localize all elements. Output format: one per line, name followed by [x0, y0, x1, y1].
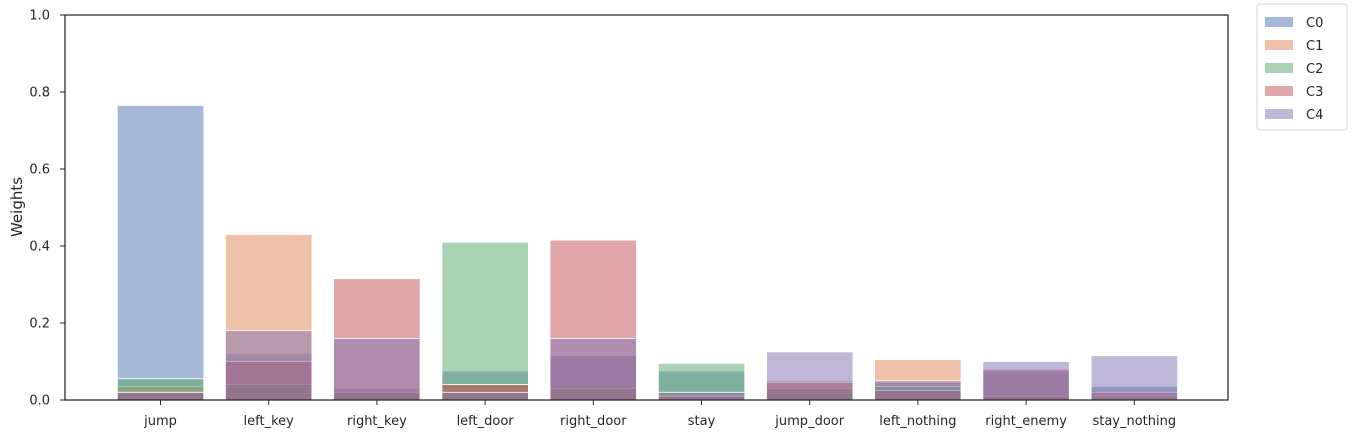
bar-c4-left-key: [224, 330, 313, 401]
x-tick-label: left_door: [457, 414, 515, 429]
legend-label-c3: C3: [1306, 85, 1323, 100]
bar-c2-left-door: [441, 241, 529, 401]
bar-c4-stay-nothing: [1090, 355, 1178, 401]
bar-c4-right-key: [333, 337, 421, 401]
bar-c4-right-enemy: [982, 361, 1070, 401]
y-tick-label: 0.8: [29, 86, 50, 101]
x-axis: jump left_key right_key left_door right_door…: [143, 400, 1176, 429]
legend-swatch-c2: [1265, 63, 1293, 73]
bar-c4-jump: [116, 391, 205, 401]
x-tick-label: jump: [143, 414, 177, 429]
bar-c4-stay: [657, 391, 746, 401]
bar-c4-left-nothing: [874, 380, 962, 401]
legend-label-c0: C0: [1306, 16, 1323, 31]
plot-frame: [64, 14, 1229, 401]
legend-label-c4: C4: [1306, 108, 1323, 123]
legend-swatch-c4: [1265, 109, 1293, 119]
bar-c4-right-door: [549, 337, 637, 401]
x-tick-label: stay_nothing: [1092, 414, 1176, 429]
x-tick-label: left_nothing: [879, 414, 956, 429]
legend-swatch-c1: [1265, 40, 1293, 50]
x-tick-label: right_door: [560, 414, 627, 429]
y-tick-label: 0.0: [29, 394, 50, 409]
x-tick-label: stay: [688, 414, 716, 429]
x-tick-label: left_key: [244, 414, 295, 429]
y-tick-label: 0.2: [29, 317, 50, 332]
legend-label-c1: C1: [1306, 39, 1323, 54]
y-axis-title: Weights: [8, 177, 26, 237]
legend-swatch-c0: [1265, 17, 1293, 27]
bar-c4-left-door: [441, 391, 529, 401]
x-tick-label: jump_door: [774, 414, 844, 429]
x-tick-label: right_key: [347, 414, 407, 429]
legend: C0 C1 C2 C3 C4: [1256, 3, 1348, 131]
bar-c0-jump: [116, 105, 205, 401]
y-axis: 0.0 0.2 0.4 0.6 0.8 1.0: [29, 9, 65, 409]
legend-label-c2: C2: [1306, 62, 1323, 77]
x-tick-label: right_enemy: [985, 414, 1067, 429]
bars-layer: [116, 105, 1178, 401]
legend-box: [1256, 3, 1348, 131]
legend-swatch-c3: [1265, 86, 1293, 96]
bar-c4-jump-door: [766, 351, 854, 401]
y-tick-label: 0.4: [29, 240, 50, 255]
y-tick-label: 1.0: [29, 9, 50, 24]
y-tick-label: 0.6: [29, 163, 50, 178]
